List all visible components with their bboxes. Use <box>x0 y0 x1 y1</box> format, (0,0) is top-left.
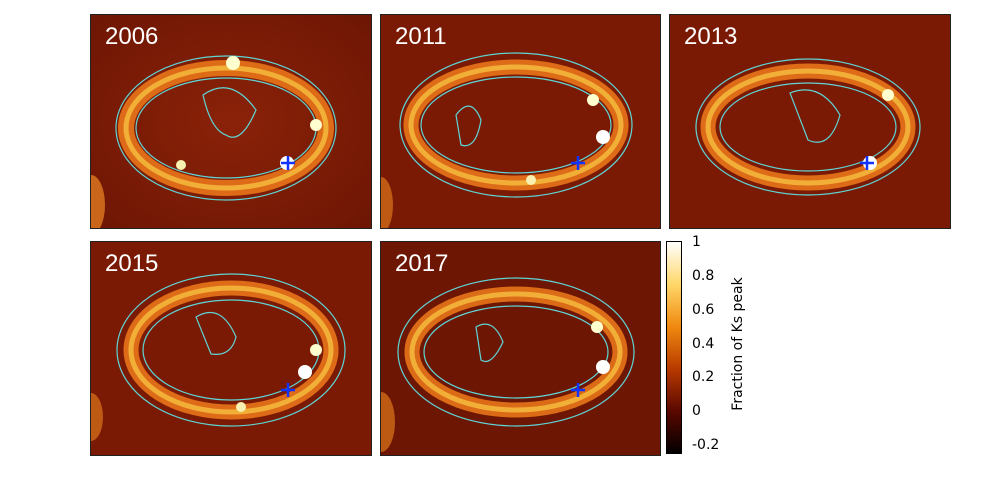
colorbar <box>666 241 682 458</box>
colorbar-tick-label: 0.8 <box>692 267 715 284</box>
plus-marker-icon <box>281 383 295 397</box>
ring-image <box>91 15 371 228</box>
colorbar-tick-label: 0.2 <box>692 369 715 386</box>
plus-marker-icon <box>571 383 585 397</box>
panel-2015: 2015 <box>90 241 372 456</box>
panel-2013: 2013 <box>669 14 951 229</box>
colorbar-tick-label: 0.6 <box>692 301 715 318</box>
panel-year-label: 2017 <box>395 250 449 277</box>
ring-image <box>381 242 660 455</box>
plus-marker-icon <box>571 156 585 170</box>
panel-year-label: 2015 <box>105 250 159 277</box>
plus-marker-icon <box>281 156 295 170</box>
panel-2017: 2017 <box>380 241 661 456</box>
colorbar-tick-label: 0 <box>692 403 701 420</box>
ring-image <box>381 15 660 228</box>
ring-image <box>670 15 950 228</box>
panel-year-label: 2013 <box>684 23 738 50</box>
panel-2006: 2006 <box>90 14 372 229</box>
colorbar-tick-label: 1 <box>692 234 701 250</box>
panel-year-label: 2006 <box>105 23 159 50</box>
panel-year-label: 2011 <box>395 23 447 50</box>
colorbar-tick-label: 0.4 <box>692 335 715 352</box>
ring-image <box>91 242 371 455</box>
colorbar-title: Fraction of Ks peak <box>730 277 746 411</box>
panel-2011: 2011 <box>380 14 661 229</box>
colorbar-gradient <box>666 241 682 454</box>
colorbar-tick-label: -0.2 <box>692 437 720 453</box>
plus-marker-icon <box>860 156 874 170</box>
